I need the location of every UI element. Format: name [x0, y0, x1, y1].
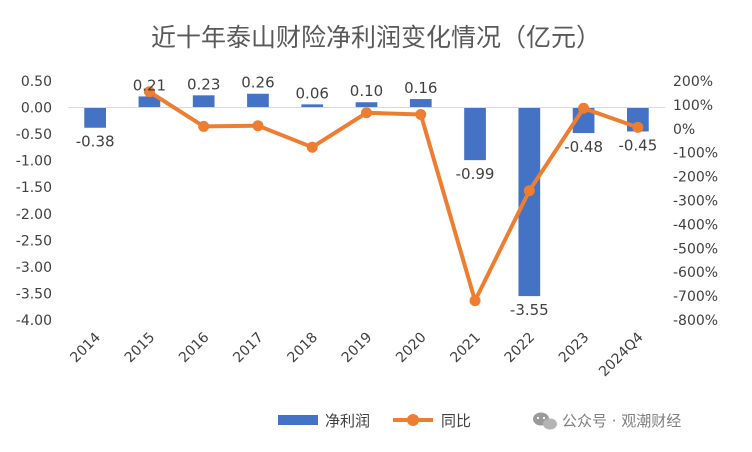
- chart-title: 近十年泰山财险净利润变化情况（亿元）: [151, 23, 601, 52]
- bar-data-labels: -0.38 0.21 0.23 0.26 0.06 0.10 0.16 -0.99 -3.55 -…: [76, 74, 658, 319]
- right-tick-label: -800%: [673, 313, 718, 329]
- legend-swatch-bar: [278, 415, 318, 425]
- x-tick-label: 2016: [176, 329, 213, 366]
- wechat-icon: [533, 412, 557, 430]
- x-tick-label: 2022: [502, 330, 539, 367]
- x-tick-label: 2014: [67, 329, 104, 366]
- line-point: [469, 295, 481, 307]
- right-tick-label: -500%: [673, 241, 718, 257]
- bar-data-label: -3.55: [510, 301, 549, 319]
- line-point: [523, 185, 535, 197]
- right-tick-label: 200%: [673, 74, 713, 90]
- bar-data-label: -0.48: [564, 138, 603, 156]
- right-tick-label: 100%: [673, 98, 713, 114]
- legend-label-line: 同比: [441, 412, 471, 430]
- bar: [192, 95, 215, 108]
- left-tick-label: -3.00: [16, 260, 52, 276]
- x-tick-label: 2024Q4: [596, 329, 647, 380]
- right-tick-label: -100%: [673, 146, 718, 162]
- bar-data-label: 0.10: [350, 82, 383, 100]
- line-point: [361, 107, 372, 119]
- x-tick-label: 2017: [230, 330, 267, 367]
- line-point: [632, 121, 644, 133]
- x-tick-label: 2023: [556, 330, 593, 367]
- legend-swatch-marker: [407, 414, 419, 426]
- line-point: [578, 102, 590, 114]
- x-tick-label: 2015: [122, 330, 159, 367]
- left-tick-label: -2.00: [16, 207, 52, 223]
- line-point: [306, 141, 318, 153]
- watermark: 公众号 · 观潮财经: [533, 412, 681, 430]
- left-tick-label: -0.50: [16, 127, 52, 143]
- watermark-text: 公众号 · 观潮财经: [562, 412, 681, 430]
- bar-data-label: -0.38: [76, 133, 115, 151]
- left-tick-label: -1.00: [16, 154, 52, 170]
- bar-data-label: 0.26: [241, 74, 274, 92]
- bar-series: [84, 93, 649, 297]
- x-tick-label: 2018: [285, 330, 322, 367]
- bar: [518, 107, 541, 297]
- legend-label-bar: 净利润: [325, 412, 370, 430]
- bar-data-label: 0.23: [187, 75, 220, 93]
- right-tick-label: -600%: [673, 265, 718, 281]
- bar-data-label: 0.16: [404, 79, 437, 97]
- bar: [84, 107, 106, 128]
- left-tick-label: 0.50: [21, 74, 52, 90]
- series-line: [147, 89, 640, 303]
- bar-data-label: -0.99: [456, 165, 495, 183]
- bar-data-label: 0.21: [133, 76, 166, 94]
- legend: 净利润 同比: [278, 412, 471, 430]
- line-series: [143, 86, 644, 307]
- bar-data-label: -0.45: [618, 136, 657, 154]
- bar: [247, 93, 269, 108]
- bar: [301, 104, 324, 108]
- left-tick-label: -2.50: [16, 233, 52, 249]
- bar-data-label: 0.06: [296, 84, 329, 102]
- right-tick-label: 0%: [673, 122, 695, 138]
- line-point: [252, 120, 264, 132]
- left-tick-label: -1.50: [16, 180, 52, 196]
- x-tick-label: 2021: [447, 330, 484, 367]
- bar: [464, 107, 486, 161]
- right-tick-label: -400%: [673, 217, 718, 233]
- left-tick-label: -4.00: [16, 313, 52, 329]
- left-axis: 0.50 0.00 -0.50 -1.00 -1.50 -2.00 -2.50 -3.00 -3…: [16, 74, 52, 329]
- right-tick-label: -700%: [673, 289, 718, 305]
- line-point: [143, 86, 155, 98]
- right-tick-label: -200%: [673, 170, 718, 186]
- x-axis: 2014 2015 2016 2017 2018 2019 2020 2021 2022 2023…: [67, 329, 646, 380]
- right-axis: 200% 100% 0% -100% -200% -300% -400% -500% -600%…: [673, 74, 718, 329]
- right-tick-label: -300%: [673, 194, 718, 210]
- line-point: [198, 120, 210, 132]
- bar: [409, 99, 432, 108]
- x-tick-label: 2020: [393, 330, 430, 367]
- x-tick-label: 2019: [339, 330, 376, 367]
- bar: [355, 102, 378, 108]
- bar: [138, 96, 161, 108]
- left-tick-label: 0.00: [21, 101, 52, 117]
- left-tick-label: -3.50: [16, 286, 52, 302]
- line-point: [415, 108, 427, 120]
